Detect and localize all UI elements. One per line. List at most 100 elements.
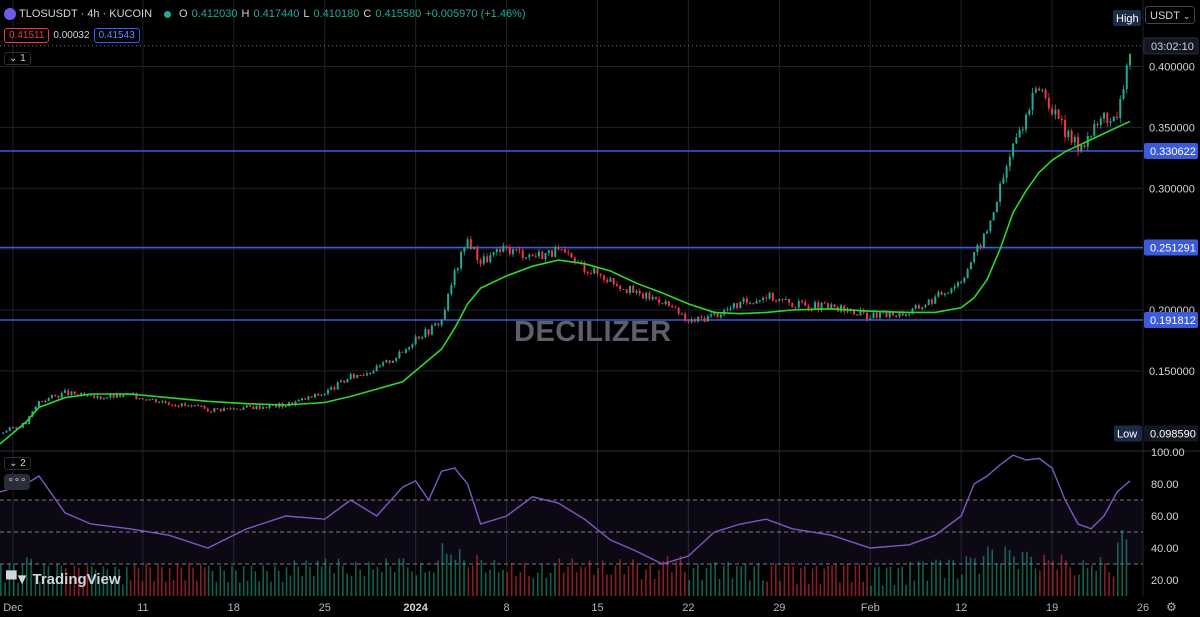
volume-bar <box>471 565 474 596</box>
low-tag <box>1114 425 1142 442</box>
volume-bar <box>219 565 222 596</box>
volume-bar <box>593 574 595 596</box>
candle-body <box>47 397 50 401</box>
volume-bar <box>333 573 335 596</box>
symbol-title[interactable]: TLOSUSDT · 4h · KUCOIN <box>19 8 153 20</box>
volume-bar <box>1091 565 1093 596</box>
candle-body <box>1031 92 1034 110</box>
candle-body <box>349 373 352 380</box>
candle-body <box>482 256 485 264</box>
volume-bar <box>64 568 67 596</box>
candle-body <box>391 360 394 363</box>
more-options-button[interactable]: ∘∘∘ <box>4 474 30 490</box>
volume-bar <box>819 583 822 596</box>
currency-label: USDT <box>1150 10 1180 22</box>
candle-body <box>1125 65 1128 90</box>
candle-body <box>401 351 404 353</box>
candle-body <box>703 317 706 322</box>
volume-bar <box>905 584 907 596</box>
candle-body <box>1116 116 1119 118</box>
high-tag <box>1113 10 1141 26</box>
currency-select[interactable]: USDT ⌄ <box>1145 6 1195 24</box>
sell-button[interactable]: 0.41511 <box>4 28 50 43</box>
candle-body <box>557 247 560 250</box>
candle-body <box>223 408 226 412</box>
candle-body <box>268 404 271 409</box>
candle-body <box>771 292 774 301</box>
level-tag-label: 0.191812 <box>1150 315 1196 327</box>
volume-bar <box>584 567 587 596</box>
candle-body <box>1096 123 1099 126</box>
candle-body <box>275 405 278 408</box>
candle-body <box>106 397 109 399</box>
volume-bar <box>948 559 950 596</box>
candle-body <box>986 231 989 234</box>
candle-body <box>648 292 651 300</box>
volume-bar <box>82 583 84 596</box>
volume-bar <box>305 560 307 596</box>
volume-bar <box>235 570 237 596</box>
volume-bar <box>866 565 868 596</box>
candle-body <box>827 303 830 308</box>
volume-bar <box>110 584 113 596</box>
volume-bar <box>909 561 911 596</box>
level-tag <box>1144 142 1198 159</box>
volume-bar <box>441 543 444 596</box>
candle-body <box>1103 112 1106 119</box>
gear-icon[interactable]: ⚙ <box>1166 600 1177 614</box>
volume-bar <box>662 561 665 596</box>
volume-bar <box>133 563 136 596</box>
buy-button[interactable]: 0.41543 <box>93 28 140 43</box>
candle-body <box>732 303 735 309</box>
volume-bar <box>645 569 647 596</box>
candle-body <box>1080 145 1083 152</box>
volume-bar <box>1017 568 1020 596</box>
candle-body <box>950 288 953 293</box>
volume-bar <box>497 572 500 596</box>
volume-bar <box>153 581 155 596</box>
level-tag-label: 0.330622 <box>1150 146 1196 158</box>
candle-body <box>219 408 222 412</box>
candle-body <box>969 262 972 270</box>
volume-bar <box>597 567 600 596</box>
volume-bar <box>774 563 777 596</box>
candle-body <box>654 296 657 300</box>
volume-bar <box>137 567 140 596</box>
candle-body <box>115 393 118 398</box>
candle-body <box>216 408 219 410</box>
candle-body <box>356 374 359 378</box>
volume-bar <box>913 580 916 596</box>
low-value: 0.410180 <box>313 8 360 20</box>
volume-bar <box>476 555 478 596</box>
volume-bar <box>926 580 929 596</box>
candle-body <box>609 278 612 282</box>
candle-body <box>476 246 479 261</box>
candle-body <box>697 316 700 322</box>
candle-body <box>859 310 862 316</box>
candle-body <box>502 245 505 253</box>
indicator-collapse-button[interactable]: ⌄ 2 <box>4 457 31 470</box>
moving-average-line <box>0 120 1131 445</box>
volume-bar <box>1030 556 1033 596</box>
candle-body <box>966 269 969 278</box>
candle-body <box>180 403 183 407</box>
candle-body <box>190 405 193 407</box>
volume-bar <box>192 567 194 596</box>
candle-body <box>96 396 99 398</box>
open-value: 0.412030 <box>191 8 238 20</box>
volume-bar <box>1043 554 1046 596</box>
candle-body <box>1070 130 1073 143</box>
candle-body <box>541 251 544 260</box>
volume-bar <box>649 563 652 596</box>
volume-bar <box>122 584 124 596</box>
tradingview-logo[interactable]: ▀▼ TradingView <box>6 571 121 588</box>
volume-bar <box>870 585 872 596</box>
volume-bar <box>149 567 151 596</box>
candle-body <box>638 290 641 294</box>
time-tick-label: 15 <box>591 602 603 614</box>
rsi-tick-label: 20.00 <box>1151 575 1179 587</box>
volume-bar <box>1021 552 1024 596</box>
volume-bar <box>974 558 976 596</box>
pane-collapse-button[interactable]: ⌄ 1 <box>4 52 31 65</box>
